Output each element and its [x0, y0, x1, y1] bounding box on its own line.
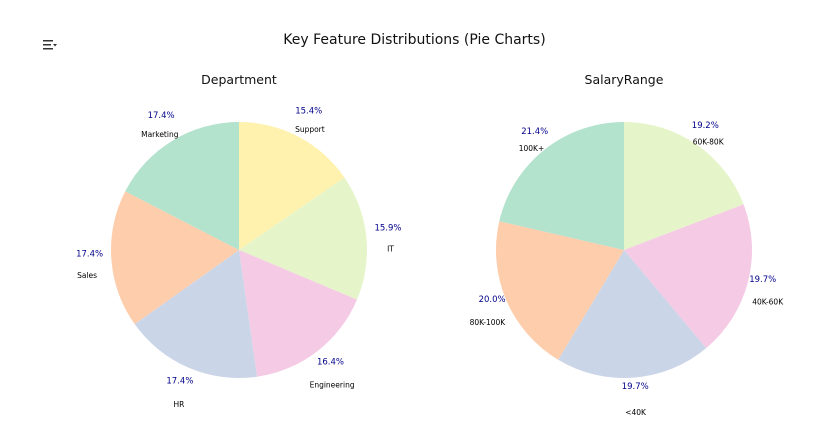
- pie-pct-label: 15.4%: [295, 107, 322, 117]
- pie-slice-60k-80k: [624, 122, 744, 250]
- pie-slice-40k-60k: [624, 204, 752, 349]
- pie-pct-label: 15.9%: [374, 224, 401, 234]
- pie-category-label: 40K-60K: [752, 297, 784, 306]
- pie-category-label: <40K: [625, 408, 647, 417]
- pie-pct-label: 19.2%: [692, 121, 719, 131]
- pie-pct-label: 17.4%: [76, 250, 103, 260]
- pie-category-label: Marketing: [141, 130, 179, 139]
- pie-pct-label: 21.4%: [521, 127, 548, 137]
- pie-chart-department: Department 15.4% Support 15.9% IT 16.4% Engine…: [76, 72, 401, 409]
- pie-category-label: 80K-100K: [470, 318, 507, 327]
- pie-slice-hr: [134, 250, 258, 378]
- pie-slice-it: [239, 177, 367, 300]
- pie-category-label: Sales: [77, 271, 97, 280]
- pie-pct-label: 19.7%: [749, 275, 776, 285]
- pie-category-label: IT: [387, 245, 394, 254]
- pie-title: SalaryRange: [585, 72, 664, 87]
- figure-suptitle: Key Feature Distributions (Pie Charts): [283, 32, 546, 48]
- pie-slice-engineering: [239, 250, 357, 377]
- pie-pct-label: 17.4%: [148, 111, 175, 121]
- pie-slice--40k: [558, 250, 707, 378]
- pie-slice-support: [239, 122, 345, 250]
- pie-category-label: Engineering: [310, 381, 355, 390]
- pie-pct-label: 19.7%: [622, 382, 649, 392]
- pie-category-label: 60K-80K: [693, 138, 725, 147]
- pie-slice-marketing: [125, 122, 239, 250]
- pie-pct-label: 20.0%: [479, 295, 506, 305]
- pie-category-label: HR: [173, 400, 184, 409]
- pie-slice-100k-: [499, 121, 624, 250]
- pie-pct-label: 16.4%: [317, 358, 344, 368]
- pie-slice-sales: [110, 191, 239, 325]
- pie-title: Department: [201, 72, 277, 87]
- pie-chart-salaryrange: SalaryRange 19.2% 60K-80K 19.7% 40K-60K 19.7%…: [470, 72, 785, 417]
- pie-pct-label: 17.4%: [166, 377, 193, 387]
- menu-icon[interactable]: [42, 38, 58, 52]
- pie-slice-80k-100k: [495, 221, 624, 360]
- pie-category-label: Support: [295, 125, 325, 134]
- pie-category-label: 100K+: [519, 144, 545, 153]
